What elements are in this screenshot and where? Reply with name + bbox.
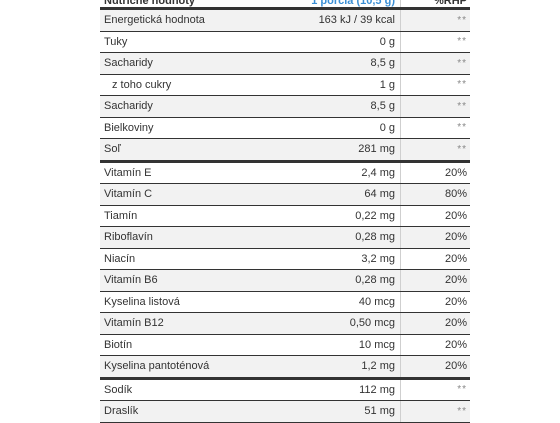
nutrient-amount: 0,28 mg <box>293 269 401 292</box>
nutrient-rhp: ** <box>400 400 470 423</box>
nutrient-name: Vitamín B12 <box>100 312 293 335</box>
nutrient-amount: 3,2 mg <box>293 248 401 270</box>
nutrient-amount: 112 mg <box>293 378 401 401</box>
nutrient-rhp: 20% <box>400 355 470 380</box>
nutrient-rhp: ** <box>400 138 470 163</box>
table-row-vitamin-c: Vitamín C 64 mg 80% <box>100 183 470 206</box>
nutrient-rhp: ** <box>400 74 470 96</box>
nutrient-name: Sodík <box>100 378 293 401</box>
nutrient-name: Kyselina pantoténová <box>100 355 293 380</box>
nutrient-amount: 1 g <box>293 74 401 96</box>
nutrient-amount: 64 mg <box>293 183 401 206</box>
table-row-salt: Soľ 281 mg ** <box>100 138 470 163</box>
nutrient-name: Energetická hodnota <box>100 8 293 32</box>
table-row-sodium: Sodík 112 mg ** <box>100 378 470 401</box>
table-row-pantothenic-acid: Kyselina pantoténová 1,2 mg 20% <box>100 355 470 380</box>
nutrient-name: Vitamín E <box>100 161 293 184</box>
nutrient-rhp: 20% <box>400 205 470 227</box>
nutrient-rhp: 80% <box>400 183 470 206</box>
nutrient-name: Sacharidy <box>100 52 293 75</box>
nutrient-rhp: 20% <box>400 269 470 292</box>
nutrient-rhp: 20% <box>400 334 470 356</box>
nutrient-name: Vitamín B6 <box>100 269 293 292</box>
nutrient-name: Riboflavín <box>100 226 293 249</box>
table-row-carbs-2: Sacharidy 8,5 g ** <box>100 95 470 118</box>
table-row-riboflavin: Riboflavín 0,28 mg 20% <box>100 226 470 249</box>
nutrient-name: Draslík <box>100 400 293 423</box>
nutrient-rhp: 20% <box>400 291 470 313</box>
nutrient-amount: 10 mcg <box>293 334 401 356</box>
nutrient-rhp: 20% <box>400 161 470 184</box>
nutrient-amount: 281 mg <box>293 138 401 163</box>
nutrient-rhp: ** <box>400 117 470 139</box>
nutrition-table: Nutričné hodnoty 1 porcia (10,5 g) %RHP … <box>100 0 470 423</box>
table-row-vitamin-e: Vitamín E 2,4 mg 20% <box>100 161 470 184</box>
nutrient-name: Sacharidy <box>100 95 293 118</box>
table-row-niacin: Niacín 3,2 mg 20% <box>100 248 470 270</box>
table-row-vitamin-b6: Vitamín B6 0,28 mg 20% <box>100 269 470 292</box>
header-rhp: %RHP <box>400 0 470 10</box>
nutrient-name: Bielkoviny <box>100 117 293 139</box>
nutrient-rhp: 20% <box>400 312 470 335</box>
header-name: Nutričné hodnoty <box>100 0 293 10</box>
nutrient-rhp: ** <box>400 378 470 401</box>
nutrient-amount: 0,28 mg <box>293 226 401 249</box>
nutrient-name: Vitamín C <box>100 183 293 206</box>
nutrient-amount: 8,5 g <box>293 52 401 75</box>
nutrient-rhp: 20% <box>400 226 470 249</box>
table-row-thiamin: Tiamín 0,22 mg 20% <box>100 205 470 227</box>
nutrient-amount: 40 mcg <box>293 291 401 313</box>
nutrient-amount: 51 mg <box>293 400 401 423</box>
table-row-energy: Energetická hodnota 163 kJ / 39 kcal ** <box>100 8 470 32</box>
nutrient-rhp: ** <box>400 8 470 32</box>
nutrient-amount: 0 g <box>293 117 401 139</box>
nutrient-name: Tuky <box>100 31 293 53</box>
nutrient-name: Biotín <box>100 334 293 356</box>
nutrient-name: z toho cukry <box>100 74 293 96</box>
nutrient-rhp: ** <box>400 31 470 53</box>
header-amount: 1 porcia (10,5 g) <box>293 0 401 10</box>
nutrient-amount: 8,5 g <box>293 95 401 118</box>
nutrient-name: Kyselina listová <box>100 291 293 313</box>
nutrient-amount: 1,2 mg <box>293 355 401 380</box>
nutrient-name: Soľ <box>100 138 293 163</box>
table-row-folic-acid: Kyselina listová 40 mcg 20% <box>100 291 470 313</box>
nutrient-name: Tiamín <box>100 205 293 227</box>
nutrient-rhp: ** <box>400 52 470 75</box>
table-row-carbs: Sacharidy 8,5 g ** <box>100 52 470 75</box>
nutrient-amount: 0,50 mcg <box>293 312 401 335</box>
table-row-sugars: z toho cukry 1 g ** <box>100 74 470 96</box>
nutrient-rhp: ** <box>400 95 470 118</box>
table-row-biotin: Biotín 10 mcg 20% <box>100 334 470 356</box>
table-row-fat: Tuky 0 g ** <box>100 31 470 53</box>
table-header-row: Nutričné hodnoty 1 porcia (10,5 g) %RHP <box>100 0 470 10</box>
table-row-potassium: Draslík 51 mg ** <box>100 400 470 423</box>
table-row-protein: Bielkoviny 0 g ** <box>100 117 470 139</box>
nutrient-rhp: 20% <box>400 248 470 270</box>
nutrient-name: Niacín <box>100 248 293 270</box>
nutrient-amount: 0,22 mg <box>293 205 401 227</box>
nutrient-amount: 163 kJ / 39 kcal <box>293 8 401 32</box>
nutrient-amount: 0 g <box>293 31 401 53</box>
table-row-vitamin-b12: Vitamín B12 0,50 mcg 20% <box>100 312 470 335</box>
nutrient-amount: 2,4 mg <box>293 161 401 184</box>
